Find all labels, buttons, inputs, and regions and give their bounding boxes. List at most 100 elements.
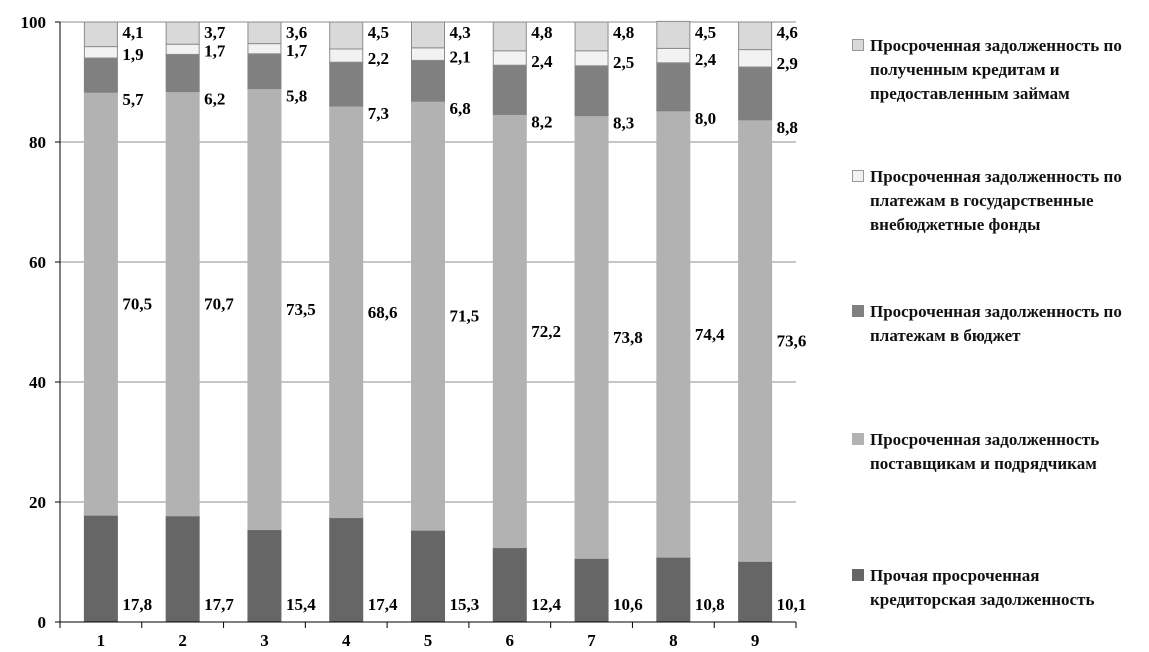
data-label-4-series-1: 68,6 [368,303,398,322]
data-label-7-series-0: 10,6 [613,595,643,614]
data-label-9-series-3: 2,9 [777,54,798,73]
bar-segment-8-series-4 [656,20,691,49]
data-label-6-series-0: 12,4 [531,595,561,614]
bar-segment-8-series-1 [656,110,691,558]
legend-swatch-suppliers [852,433,864,445]
x-tick-label-1: 1 [97,631,106,650]
data-label-7-series-3: 2,5 [613,53,634,72]
bar-segment-8-series-0 [656,556,691,623]
legend-label-other: Прочая просроченная кредиторская задолже… [870,566,1095,609]
x-tick-label-9: 9 [751,631,760,650]
data-label-9-series-0: 10,1 [777,595,807,614]
bar-segment-1-series-0 [83,514,118,623]
legend-swatch-other [852,569,864,581]
legend-item-loans: Просроченная задолженность по полученным… [852,34,1145,106]
data-label-2-series-3: 1,7 [204,41,226,60]
data-label-2-series-4: 3,7 [204,23,226,42]
x-tick-label-3: 3 [260,631,269,650]
data-label-1-series-1: 70,5 [122,295,152,314]
bar-segment-7-series-0 [574,557,609,623]
y-tick-label-100: 100 [21,13,47,32]
bar-segment-2-series-3 [165,43,200,55]
bar-segment-7-series-1 [574,115,609,559]
legend-swatch-budget [852,305,864,317]
y-tick-label-60: 60 [29,253,46,272]
bar-segment-3-series-1 [247,88,282,531]
bar-segment-5-series-3 [411,47,445,61]
legend-item-budget: Просроченная задолженность по платежам в… [852,300,1145,348]
bar-segment-4-series-4 [329,21,364,50]
data-label-1-series-0: 17,8 [122,595,152,614]
legend-swatch-loans [852,39,864,51]
data-label-3-series-1: 73,5 [286,300,316,319]
tick-labels: 0 20 40 60 80 100 1 2 3 4 5 6 7 8 9 [21,13,760,650]
data-label-5-series-3: 2,1 [450,47,471,66]
bar-segment-7-series-3 [574,50,609,67]
x-tick-label-8: 8 [669,631,678,650]
bar-segment-1-series-1 [83,91,118,516]
data-label-5-series-4: 4,3 [450,23,471,42]
data-label-4-series-0: 17,4 [368,595,398,614]
data-label-9-series-2: 8,8 [777,118,798,137]
x-tick-label-4: 4 [342,631,351,650]
data-label-5-series-1: 71,5 [450,307,480,326]
data-label-9-series-1: 73,6 [777,332,807,351]
bar-segment-8-series-3 [656,47,691,64]
bar-segment-9-series-2 [738,66,773,121]
bar-segment-5-series-1 [411,100,445,531]
data-label-7-series-2: 8,3 [613,114,634,133]
data-label-1-series-4: 4,1 [122,23,143,42]
bar-segment-6-series-2 [492,64,527,115]
data-label-4-series-3: 2,2 [368,49,389,68]
x-tick-label-5: 5 [424,631,433,650]
bar-segment-5-series-4 [411,21,445,49]
data-label-9-series-4: 4,6 [777,23,798,42]
bar-segment-2-series-1 [165,91,200,517]
data-labels: 17,870,55,71,94,117,770,76,21,73,715,473… [122,23,806,614]
data-label-5-series-2: 6,8 [450,99,471,118]
bar-segment-9-series-1 [738,119,773,562]
data-label-3-series-2: 5,8 [286,87,307,106]
data-label-2-series-0: 17,7 [204,595,234,614]
legend-item-other: Прочая просроченная кредиторская задолже… [852,564,1145,612]
bar-segment-1-series-2 [83,57,118,93]
y-tick-label-20: 20 [29,493,46,512]
bar-segment-6-series-1 [492,113,527,549]
data-label-4-series-2: 7,3 [368,104,389,123]
bar-segment-5-series-2 [411,59,445,102]
bar-segment-3-series-2 [247,53,282,90]
data-label-3-series-3: 1,7 [286,41,308,60]
data-label-8-series-1: 74,4 [695,325,725,344]
data-label-8-series-0: 10,8 [695,595,725,614]
data-label-6-series-2: 8,2 [531,112,552,131]
data-label-8-series-4: 4,5 [695,23,716,42]
data-label-6-series-1: 72,2 [531,322,561,341]
axes [55,21,797,628]
legend-label-budget: Просроченная задолженность по платежам в… [870,302,1122,345]
bar-segment-6-series-0 [492,547,527,623]
bar-segment-9-series-0 [738,560,773,623]
bar-segment-7-series-2 [574,65,609,117]
data-label-2-series-1: 70,7 [204,295,234,314]
bar-stacks [83,20,773,623]
data-label-1-series-3: 1,9 [122,45,143,64]
bar-segment-2-series-4 [165,21,200,45]
data-label-5-series-0: 15,3 [450,595,480,614]
bar-segment-9-series-4 [738,21,773,51]
data-label-8-series-2: 8,0 [695,109,716,128]
bar-segment-6-series-4 [492,21,527,52]
legend-label-extrabudgetary-funds: Просроченная задолженность по платежам в… [870,167,1122,234]
bar-segment-9-series-3 [738,49,773,68]
data-label-2-series-2: 6,2 [204,90,225,109]
y-tick-label-40: 40 [29,373,46,392]
bar-segment-5-series-0 [411,529,445,623]
legend-label-loans: Просроченная задолженность по полученным… [870,36,1122,103]
data-label-3-series-0: 15,4 [286,595,316,614]
bar-segment-2-series-2 [165,53,200,93]
data-label-7-series-1: 73,8 [613,328,643,347]
bar-segment-1-series-3 [83,46,118,59]
legend-label-suppliers: Просроченная задолженность поставщикам и… [870,430,1100,473]
data-label-3-series-4: 3,6 [286,23,307,42]
bar-segment-4-series-2 [329,61,364,107]
